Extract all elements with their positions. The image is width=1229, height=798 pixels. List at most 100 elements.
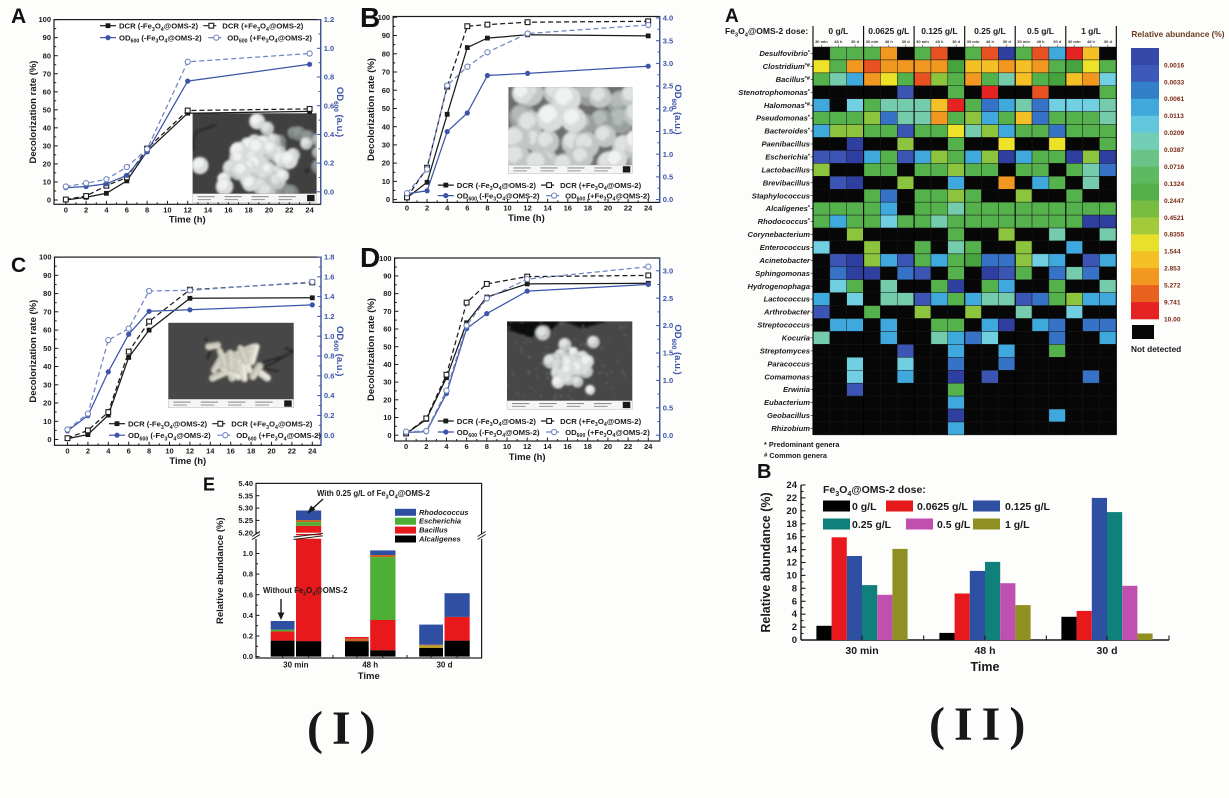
- svg-text:Escherichia*: Escherichia*: [765, 153, 811, 162]
- svg-text:4.0: 4.0: [663, 14, 673, 23]
- svg-text:6: 6: [465, 204, 469, 213]
- svg-text:5.40: 5.40: [238, 479, 253, 488]
- svg-text:DCR (+Fe3O4@OMS-2): DCR (+Fe3O4@OMS-2): [560, 181, 641, 192]
- svg-text:100: 100: [378, 13, 391, 22]
- svg-text:0: 0: [387, 431, 391, 440]
- svg-text:70: 70: [43, 69, 51, 78]
- svg-text:2: 2: [86, 447, 90, 456]
- svg-text:5.30: 5.30: [238, 504, 253, 513]
- svg-text:30 d: 30 d: [1096, 645, 1117, 657]
- svg-text:12: 12: [523, 442, 531, 451]
- svg-text:100: 100: [38, 15, 51, 24]
- svg-text:Time: Time: [358, 671, 380, 682]
- svg-text:OD600 (+Fe3O4@OMS-2): OD600 (+Fe3O4@OMS-2): [236, 431, 321, 442]
- svg-text:Rhodococcus: Rhodococcus: [419, 508, 469, 517]
- svg-text:B: B: [757, 461, 771, 483]
- svg-text:0.1324: 0.1324: [1164, 181, 1185, 188]
- svg-text:Fe3O4@OMS-2 dose:: Fe3O4@OMS-2 dose:: [823, 484, 926, 498]
- svg-text:30 min: 30 min: [1068, 39, 1081, 44]
- svg-text:5.20: 5.20: [238, 528, 253, 537]
- svg-text:OD600 (a.u.): OD600 (a.u.): [670, 84, 683, 134]
- svg-text:3.0: 3.0: [663, 59, 673, 68]
- svg-text:DCR (-Fe3O4@OMS-2): DCR (-Fe3O4@OMS-2): [119, 22, 199, 33]
- svg-text:3.0: 3.0: [663, 266, 673, 275]
- svg-text:Clostridium*#: Clostridium*#: [763, 62, 810, 71]
- svg-text:20: 20: [382, 159, 390, 168]
- svg-text:60: 60: [383, 325, 391, 334]
- svg-text:Erwinia: Erwinia: [783, 385, 810, 394]
- svg-text:30 min: 30 min: [967, 39, 980, 44]
- svg-text:0.6: 0.6: [243, 590, 253, 599]
- svg-text:0.125 g/L: 0.125 g/L: [1005, 501, 1051, 513]
- svg-text:Halomonas*#: Halomonas*#: [764, 101, 810, 110]
- svg-text:0.4: 0.4: [324, 391, 335, 400]
- svg-text:30 d: 30 d: [436, 661, 452, 670]
- svg-text:Fe3O4@OMS-2 dose:: Fe3O4@OMS-2 dose:: [725, 26, 808, 39]
- svg-text:0.2: 0.2: [324, 411, 334, 420]
- svg-text:10: 10: [382, 177, 390, 186]
- svg-text:18: 18: [786, 519, 797, 530]
- svg-text:50: 50: [382, 104, 390, 113]
- svg-text:1.8: 1.8: [324, 253, 334, 262]
- svg-text:D: D: [360, 242, 380, 273]
- svg-text:8: 8: [485, 442, 489, 451]
- svg-text:2: 2: [792, 622, 797, 633]
- svg-text:0.0716: 0.0716: [1164, 164, 1185, 171]
- svg-text:0.5: 0.5: [663, 173, 673, 182]
- svg-text:0.125 g/L: 0.125 g/L: [921, 26, 957, 36]
- svg-text:Without Fe3O4@OMS-2: Without Fe3O4@OMS-2: [263, 586, 348, 597]
- svg-text:0: 0: [47, 435, 51, 444]
- svg-text:60: 60: [382, 86, 390, 95]
- svg-text:DCR (+Fe3O4@OMS-2): DCR (+Fe3O4@OMS-2): [231, 420, 312, 431]
- svg-text:Decolorization rate (%): Decolorization rate (%): [366, 298, 377, 401]
- svg-text:OD600 (+Fe3O4@OMS-2): OD600 (+Fe3O4@OMS-2): [227, 33, 312, 44]
- svg-text:0.25 g/L: 0.25 g/L: [974, 26, 1006, 36]
- svg-text:Pseudomonas*: Pseudomonas*: [756, 114, 811, 123]
- svg-text:Escherichia: Escherichia: [419, 517, 461, 526]
- svg-text:100: 100: [39, 253, 52, 262]
- svg-text:4: 4: [104, 206, 109, 215]
- svg-text:OD600 (a.u.): OD600 (a.u.): [332, 326, 345, 376]
- svg-text:0.6: 0.6: [324, 101, 334, 110]
- svg-text:B: B: [360, 2, 380, 33]
- svg-text:Geobacillus: Geobacillus: [767, 411, 810, 420]
- svg-text:Rhodococcus*: Rhodococcus*: [758, 217, 811, 226]
- svg-text:50: 50: [43, 344, 51, 353]
- svg-text:# Common genera: # Common genera: [764, 451, 828, 460]
- svg-text:OD600 (+Fe3O4@OMS-2): OD600 (+Fe3O4@OMS-2): [565, 428, 650, 439]
- svg-text:OD600 (-Fe3O4@OMS-2): OD600 (-Fe3O4@OMS-2): [457, 428, 540, 439]
- svg-text:0.0113: 0.0113: [1164, 113, 1184, 120]
- svg-text:1.0: 1.0: [324, 332, 334, 341]
- svg-text:24: 24: [305, 206, 314, 215]
- svg-text:0.0625 g/L: 0.0625 g/L: [917, 501, 968, 513]
- svg-text:30: 30: [382, 141, 390, 150]
- svg-text:0 g/L: 0 g/L: [828, 26, 848, 36]
- svg-text:Streptococcus: Streptococcus: [757, 321, 810, 330]
- svg-text:2: 2: [424, 442, 428, 451]
- svg-text:DCR (+Fe3O4@OMS-2): DCR (+Fe3O4@OMS-2): [222, 22, 303, 33]
- svg-text:6: 6: [127, 447, 131, 456]
- svg-text:8: 8: [792, 583, 797, 594]
- svg-text:Arthrobacter: Arthrobacter: [763, 308, 811, 317]
- svg-text:22: 22: [288, 447, 296, 456]
- svg-text:0.5: 0.5: [663, 403, 673, 412]
- svg-text:0.0387: 0.0387: [1164, 147, 1185, 154]
- svg-text:24: 24: [308, 447, 317, 456]
- svg-text:A: A: [725, 6, 739, 27]
- svg-text:24: 24: [644, 204, 653, 213]
- svg-text:10: 10: [163, 206, 171, 215]
- svg-text:60: 60: [43, 87, 51, 96]
- svg-text:Brevibacillus: Brevibacillus: [763, 178, 810, 187]
- svg-text:48 h: 48 h: [935, 39, 944, 44]
- svg-text:24: 24: [644, 442, 653, 451]
- svg-text:Comamonas: Comamonas: [764, 372, 810, 381]
- svg-text:Bacteroides*: Bacteroides*: [764, 127, 810, 136]
- svg-text:0.8: 0.8: [324, 352, 334, 361]
- svg-text:0: 0: [404, 442, 408, 451]
- svg-text:12: 12: [186, 447, 194, 456]
- svg-text:14: 14: [544, 204, 553, 213]
- svg-text:6: 6: [792, 596, 797, 607]
- svg-text:Sphingomonas: Sphingomonas: [755, 269, 810, 278]
- svg-text:12: 12: [523, 204, 531, 213]
- svg-text:5.25: 5.25: [238, 516, 253, 525]
